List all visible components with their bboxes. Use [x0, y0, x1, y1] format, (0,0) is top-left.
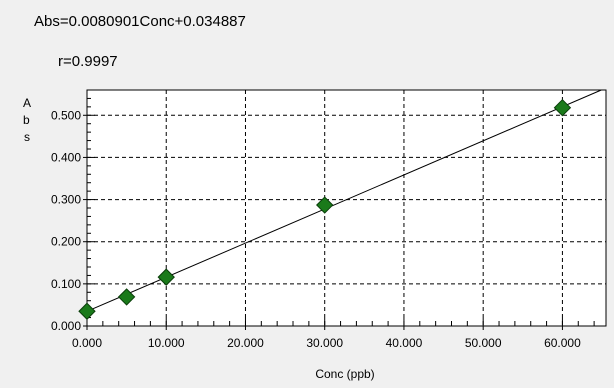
y-tick-label: 0.100 [51, 277, 81, 291]
y-tick-label: 0.300 [51, 193, 81, 207]
data-points [78, 98, 572, 320]
y-tick-label: 0.000 [51, 319, 81, 333]
fit-line [86, 89, 602, 312]
data-point-marker [553, 98, 572, 117]
y-axis-label-char: b [23, 113, 30, 127]
x-tick-label: 0.000 [72, 336, 102, 350]
x-tick-label: 60.000 [544, 336, 581, 350]
y-axis-label-char: s [24, 130, 30, 144]
x-tick-label: 10.000 [148, 336, 185, 350]
data-point-marker [316, 196, 334, 214]
gridlines [87, 90, 606, 326]
x-tick-label: 40.000 [386, 336, 423, 350]
x-tick-label: 20.000 [227, 336, 264, 350]
fit-line-group [86, 89, 602, 312]
data-point-marker [157, 268, 175, 286]
tick-marks [83, 89, 595, 330]
x-tick-label: 50.000 [465, 336, 502, 350]
y-tick-label: 0.500 [51, 108, 81, 122]
correlation-coefficient: r=0.9997 [58, 53, 118, 70]
data-point-marker [78, 302, 96, 320]
y-tick-label: 0.400 [51, 150, 81, 164]
data-point-marker [117, 288, 136, 306]
y-axis-label-char: A [23, 96, 31, 110]
x-axis-label: Conc (ppb) [315, 367, 374, 381]
regression-equation: Abs=0.0080901Conc+0.034887 [34, 13, 246, 30]
plot-area [87, 90, 606, 326]
y-tick-labels: 0.000 0.100 0.200 0.300 0.400 0.500 [51, 108, 81, 333]
x-tick-label: 30.000 [306, 336, 343, 350]
y-tick-label: 0.200 [51, 235, 81, 249]
x-tick-labels: 0.000 10.000 20.000 30.000 40.000 50.000 60.00… [72, 336, 581, 350]
